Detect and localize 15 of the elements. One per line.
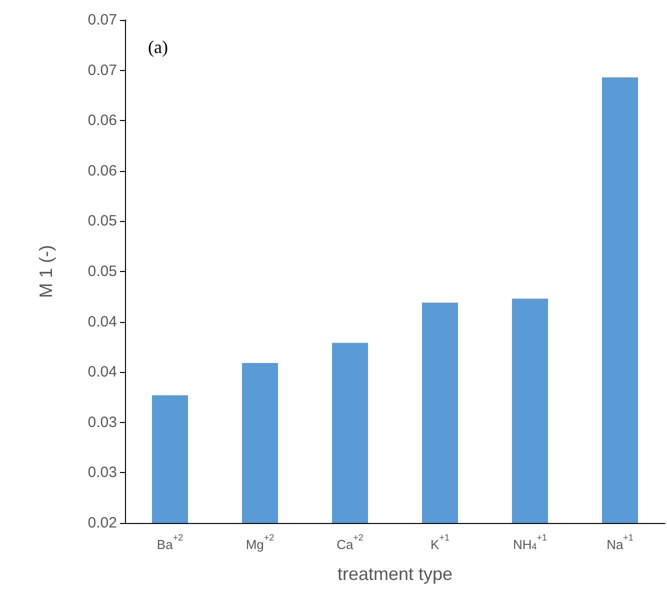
y-tick-label: 0.03 (88, 464, 117, 482)
y-tick-label: 0.06 (88, 162, 117, 180)
y-tick-label: 0.07 (88, 12, 117, 28)
y-tick-label: 0.03 (88, 414, 117, 431)
x-tick-label: NH4+1 (512, 532, 548, 552)
x-axis-title: treatment type (337, 564, 453, 584)
y-tick-label: 0.06 (88, 112, 117, 130)
y-tick-label: 0.02 (88, 514, 117, 532)
y-tick-label: 0.04 (88, 364, 117, 381)
y-tick-label: 0.05 (88, 263, 117, 280)
annotation: (a) (148, 37, 168, 57)
y-tick-label: 0.05 (88, 212, 117, 230)
y-tick-label: 0.04 (88, 313, 117, 330)
y-tick-label: 0.07 (88, 62, 117, 79)
y-axis-title: M 1 (-) (36, 245, 56, 298)
